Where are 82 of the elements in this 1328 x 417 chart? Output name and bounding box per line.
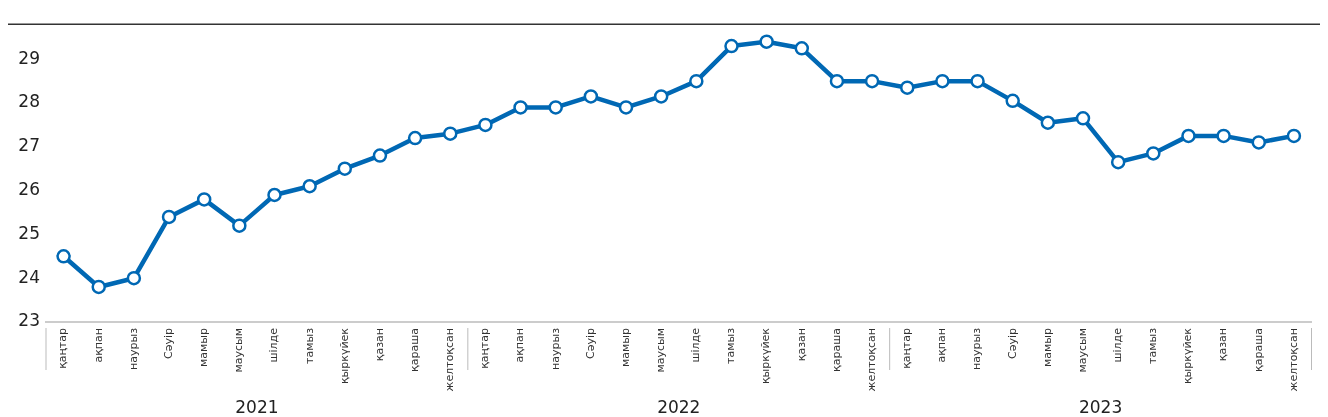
x-tick-label: маусым	[1075, 328, 1089, 373]
y-tick-label: 25	[18, 222, 40, 243]
text: 2022	[657, 397, 701, 417]
x-tick-label: қазан	[794, 328, 808, 362]
point	[443, 126, 458, 141]
x-tick-label: қараша	[407, 328, 421, 372]
x-tick-label: тамыз	[302, 327, 316, 364]
x-tick-label: қазан	[1216, 328, 1230, 362]
x-tick-label: мамыр	[618, 327, 632, 368]
point	[970, 73, 985, 89]
x-tick-label: қыркүйек	[1181, 327, 1195, 385]
point	[478, 117, 493, 133]
y-tick-label: 24	[18, 266, 40, 287]
point	[302, 178, 317, 194]
x-tick-label: маусым	[654, 328, 668, 373]
y-tick-label: 26	[18, 179, 40, 200]
point	[372, 148, 388, 163]
x-tick-label: қыркүйек	[759, 327, 773, 385]
point	[337, 161, 353, 176]
point	[583, 89, 599, 104]
point	[232, 218, 247, 233]
x-tick-label: желтоқсан	[443, 328, 457, 392]
y-tick-label: 28	[18, 91, 40, 112]
x-tick-label: желтоқсан	[1286, 328, 1300, 392]
y-tick-label: 27	[18, 135, 40, 156]
x-tick-label: ақпан	[935, 328, 949, 363]
x-tick-label: шілде	[689, 327, 703, 363]
x-tick-label: шілде	[267, 327, 281, 363]
point	[864, 73, 880, 89]
x-tick-label: қаңтар	[56, 328, 70, 369]
x-tick-label: қаңтар	[478, 328, 492, 369]
x-tick-label: наурыз	[548, 327, 562, 370]
point	[618, 100, 634, 115]
x-tick-label: қыркүйек	[337, 327, 351, 385]
y-tick-label: 23	[18, 310, 40, 331]
point	[724, 38, 739, 54]
x-tick-label: шілде	[1111, 327, 1125, 363]
x-tick-label: қаңтар	[900, 328, 914, 369]
point	[1216, 128, 1231, 144]
point	[689, 73, 704, 89]
x-tick-label: тамыз	[724, 327, 738, 364]
point	[407, 130, 423, 146]
point	[935, 73, 950, 89]
point	[759, 34, 774, 49]
x-tick-label: ақпан	[513, 328, 527, 363]
x-tick-label: наурыз	[126, 327, 140, 370]
point	[1075, 111, 1091, 126]
x-tick-label: желтоқсан	[864, 328, 878, 392]
x-tick-label: Сәуір	[583, 327, 597, 359]
point	[899, 80, 915, 95]
point	[1146, 146, 1161, 161]
point	[653, 89, 669, 104]
point	[1040, 115, 1056, 130]
point	[91, 279, 106, 295]
point	[56, 249, 71, 264]
x-tick-label: қараша	[829, 328, 843, 372]
x-tick-label: Сәуір	[1005, 327, 1019, 359]
x-tick-label: Сәуір	[161, 327, 175, 359]
point	[794, 41, 810, 56]
x-tick-label: мамыр	[1040, 327, 1054, 368]
point	[196, 192, 212, 207]
x-tick-label: ақпан	[91, 328, 105, 363]
text: 2021	[235, 397, 279, 417]
point	[1181, 128, 1196, 144]
point	[1251, 135, 1267, 150]
point	[1005, 93, 1020, 109]
point	[126, 270, 142, 286]
x-tick-label: қазан	[372, 328, 386, 362]
x-tick-label: тамыз	[1146, 327, 1160, 364]
point	[513, 100, 528, 115]
point	[548, 100, 563, 115]
x-tick-label: маусым	[232, 328, 246, 373]
text: 2023	[1078, 397, 1123, 417]
y-tick-label: 29	[18, 47, 40, 68]
point	[267, 187, 282, 203]
point	[161, 209, 177, 225]
point	[1286, 128, 1302, 144]
point	[829, 73, 845, 89]
x-tick-label: қараша	[1251, 328, 1265, 372]
point	[1110, 154, 1126, 170]
x-tick-label: мамыр	[197, 327, 211, 368]
x-tick-label: наурыз	[970, 327, 984, 370]
